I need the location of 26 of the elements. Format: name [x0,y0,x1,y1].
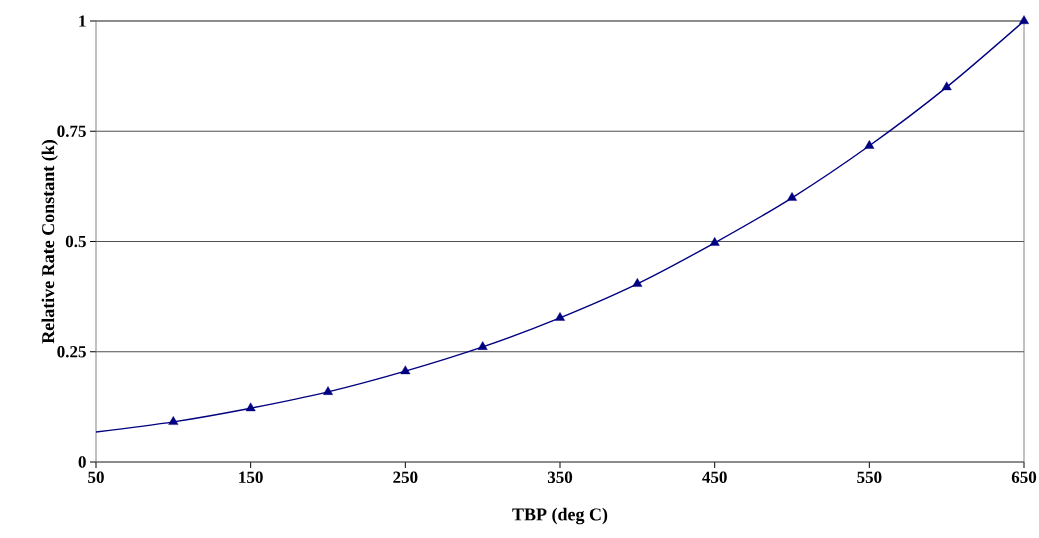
y-tick-label: 1 [79,15,86,27]
point [1019,15,1029,24]
point [323,386,333,395]
point [555,312,565,321]
point [245,402,256,412]
y-tick-label: 0.75 [57,125,86,138]
y-tick-label: 0.25 [57,345,86,358]
point [477,341,488,350]
x-tick-label: 150 [239,471,263,483]
y-tick-label: 0.5 [65,235,86,248]
y-tick-label: 0 [78,456,86,468]
x-tick-label: 350 [547,471,573,483]
y-axis-title: Relative Rate Constant (k) [41,140,58,344]
point [941,81,952,91]
point [632,278,643,287]
x-tick-label: 450 [702,471,727,483]
x-tick-label: 550 [857,471,882,483]
x-tick-label: 650 [1011,471,1037,483]
point [709,237,720,246]
point [400,365,411,375]
point [864,140,875,149]
x-tick-label: 50 [88,471,104,483]
point [787,192,797,201]
x-tick-label: 250 [393,471,418,483]
x-axis-title: TBP (deg C) [512,507,608,525]
point [168,416,179,425]
